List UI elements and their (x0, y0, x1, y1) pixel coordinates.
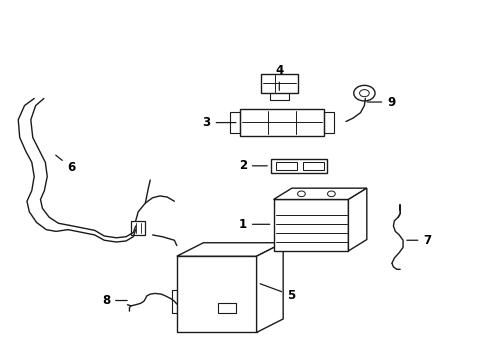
Text: 2: 2 (238, 159, 267, 172)
Text: 9: 9 (366, 95, 395, 108)
Text: 6: 6 (56, 155, 76, 174)
Polygon shape (239, 109, 324, 136)
Polygon shape (177, 243, 283, 256)
Circle shape (297, 191, 305, 197)
Polygon shape (131, 221, 145, 235)
Polygon shape (273, 199, 348, 251)
Text: 8: 8 (102, 294, 127, 307)
Text: 4: 4 (275, 64, 283, 90)
Text: 7: 7 (406, 234, 430, 247)
Polygon shape (270, 159, 326, 173)
Polygon shape (261, 74, 297, 93)
Circle shape (353, 85, 374, 101)
Polygon shape (273, 188, 366, 199)
Polygon shape (348, 188, 366, 251)
Text: 5: 5 (260, 284, 295, 302)
Polygon shape (256, 243, 283, 332)
Text: 1: 1 (238, 218, 269, 231)
Polygon shape (177, 256, 256, 332)
Circle shape (327, 191, 335, 197)
Text: 3: 3 (202, 116, 235, 129)
